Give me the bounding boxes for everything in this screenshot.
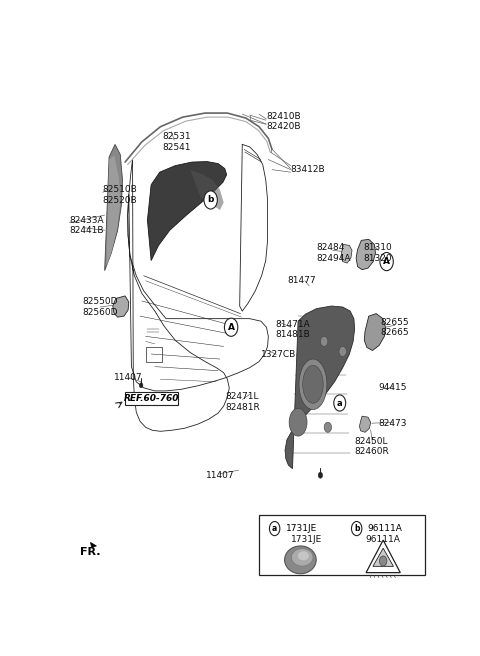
- Ellipse shape: [303, 365, 323, 403]
- Text: A: A: [228, 323, 235, 332]
- Text: FR.: FR.: [81, 546, 101, 556]
- Text: 1731JE: 1731JE: [290, 535, 322, 544]
- Circle shape: [318, 472, 323, 478]
- Ellipse shape: [289, 408, 307, 436]
- Circle shape: [225, 318, 238, 337]
- Text: 82484
82494A: 82484 82494A: [317, 243, 351, 262]
- Polygon shape: [107, 155, 120, 268]
- Text: 82433A
82441B: 82433A 82441B: [69, 216, 104, 235]
- Text: 82450L
82460R: 82450L 82460R: [354, 437, 389, 456]
- Text: 81471A
81481B: 81471A 81481B: [276, 320, 311, 339]
- Text: b: b: [354, 524, 360, 533]
- Text: 82510B
82520B: 82510B 82520B: [103, 185, 138, 205]
- FancyBboxPatch shape: [125, 392, 178, 405]
- Text: a: a: [337, 398, 343, 407]
- Text: 1731JE: 1731JE: [286, 524, 317, 533]
- Circle shape: [339, 346, 347, 356]
- Text: 81477: 81477: [287, 276, 315, 285]
- Text: 1327CB: 1327CB: [261, 350, 296, 359]
- Polygon shape: [91, 543, 96, 548]
- Text: 81310
81320: 81310 81320: [363, 243, 392, 262]
- Polygon shape: [190, 170, 224, 210]
- Polygon shape: [113, 296, 129, 317]
- Polygon shape: [105, 144, 122, 271]
- FancyBboxPatch shape: [259, 515, 425, 575]
- Text: 96111A: 96111A: [365, 535, 400, 544]
- Polygon shape: [356, 239, 375, 270]
- Polygon shape: [341, 245, 352, 263]
- Ellipse shape: [299, 359, 327, 409]
- Ellipse shape: [285, 546, 316, 574]
- Circle shape: [204, 191, 217, 209]
- Text: 94415: 94415: [378, 383, 407, 392]
- Circle shape: [380, 556, 387, 566]
- Polygon shape: [285, 306, 355, 468]
- Polygon shape: [364, 314, 385, 350]
- Text: REF.60-760: REF.60-760: [124, 394, 179, 403]
- Circle shape: [351, 522, 362, 536]
- Polygon shape: [373, 548, 394, 566]
- Circle shape: [139, 383, 143, 388]
- Circle shape: [334, 395, 346, 411]
- Circle shape: [380, 253, 393, 271]
- Circle shape: [324, 422, 332, 432]
- Text: 82655
82665: 82655 82665: [380, 318, 408, 337]
- Text: 82550D
82560D: 82550D 82560D: [83, 297, 118, 317]
- Text: A: A: [383, 257, 390, 266]
- Text: b: b: [207, 195, 214, 205]
- Text: 82471L
82481R: 82471L 82481R: [226, 392, 260, 412]
- Text: 83412B: 83412B: [290, 165, 325, 174]
- Text: 82410B
82420B: 82410B 82420B: [266, 112, 301, 131]
- Text: 82473: 82473: [378, 419, 407, 428]
- Circle shape: [321, 337, 328, 346]
- Text: 11407: 11407: [114, 373, 143, 382]
- Circle shape: [269, 522, 280, 536]
- Ellipse shape: [291, 548, 313, 566]
- Text: 82531
82541: 82531 82541: [162, 132, 191, 152]
- Text: 96111A: 96111A: [367, 524, 402, 533]
- Polygon shape: [366, 540, 400, 573]
- Text: 11407: 11407: [205, 471, 234, 480]
- Polygon shape: [360, 416, 371, 432]
- Ellipse shape: [298, 551, 309, 560]
- Text: a: a: [272, 524, 277, 533]
- Polygon shape: [147, 161, 227, 260]
